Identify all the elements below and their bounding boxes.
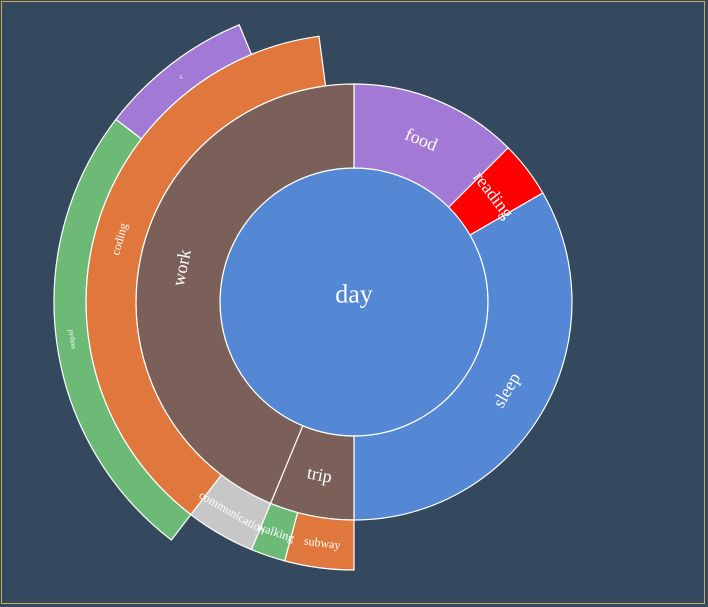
segment-sleep[interactable] xyxy=(353,192,573,521)
label-c: c xyxy=(177,73,184,81)
label-subway: subway xyxy=(303,534,341,553)
sunburst-arcs xyxy=(53,24,573,571)
segment-c[interactable] xyxy=(115,24,253,140)
label-trip: trip xyxy=(305,462,333,486)
label-day: day xyxy=(335,280,373,309)
label-python: python xyxy=(67,329,78,350)
